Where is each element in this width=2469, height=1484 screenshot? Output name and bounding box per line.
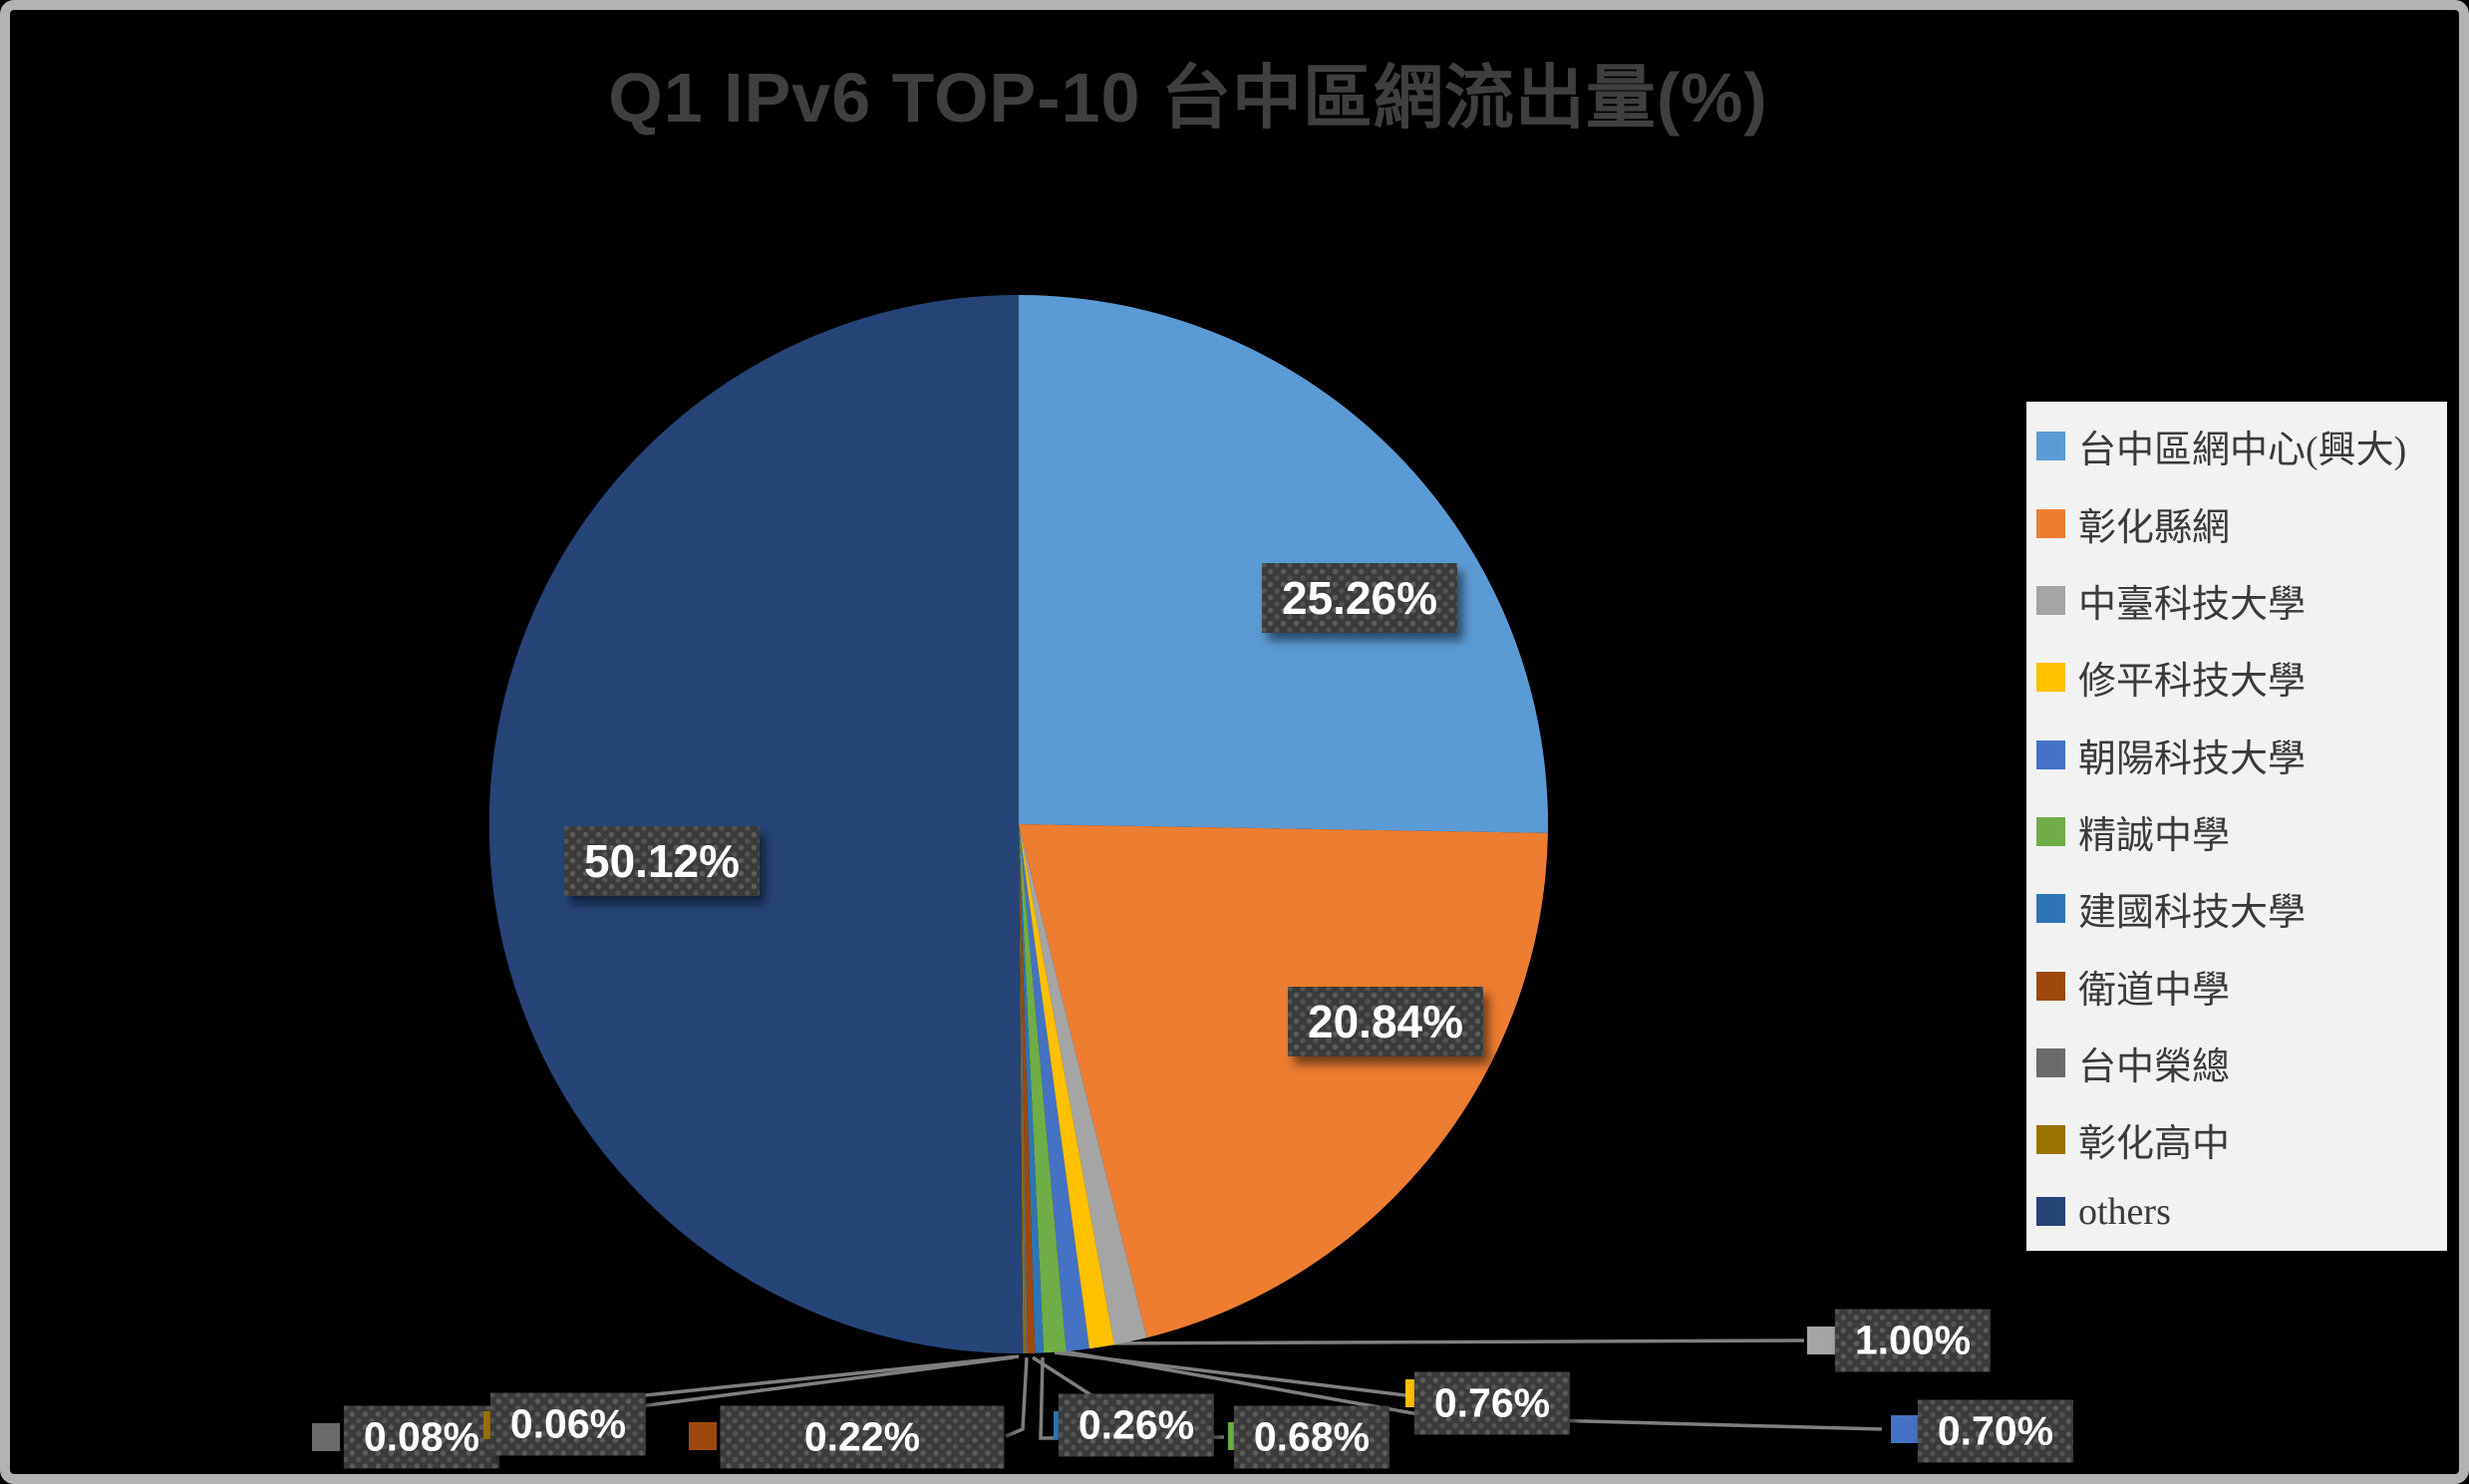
data-label: 0.76% (1414, 1372, 1570, 1435)
data-label: 0.08% (344, 1406, 499, 1469)
legend-label: others (2078, 1190, 2171, 1233)
data-label: 0.26% (1059, 1394, 1214, 1457)
legend: 台中區網中心(興大) 彰化縣網中臺科技大學 修平科技大學 朝陽科技大學 精誠中學建國科技… (2026, 402, 2447, 1251)
legend-item-7: 衛道中學 (2036, 959, 2437, 1014)
legend-label: 彰化高中 (2078, 1123, 2231, 1166)
legend-item-0: 台中區網中心(興大) (2036, 419, 2437, 473)
legend-item-1: 彰化縣網 (2036, 496, 2437, 551)
legend-swatch (2036, 585, 2065, 615)
label-marker (689, 1422, 717, 1450)
legend-swatch (2036, 1197, 2065, 1227)
legend-label: 建國科技大學 (2078, 892, 2307, 935)
legend-item-6: 建國科技大學 (2036, 881, 2437, 936)
legend-label: 彰化縣網 (2078, 506, 2231, 549)
pie-slice-1 (1019, 824, 1548, 1338)
data-label: 1.00% (1835, 1310, 1991, 1372)
legend-item-5: 精誠中學 (2036, 804, 2437, 859)
label-marker (1054, 1411, 1081, 1439)
pie-slice-0 (1019, 295, 1548, 833)
pie-slice-7 (1019, 824, 1036, 1353)
pie-slice-2 (1019, 824, 1147, 1345)
legend-swatch (2036, 740, 2065, 769)
legend-swatch (2036, 1125, 2065, 1155)
pie-slice-10 (489, 295, 1024, 1353)
legend-swatch (2036, 971, 2065, 1001)
label-marker (1405, 1379, 1433, 1407)
legend-swatch (2036, 508, 2065, 538)
label-marker (312, 1423, 340, 1451)
pie-slice-5 (1019, 824, 1067, 1353)
legend-item-8: 台中榮總 (2036, 1036, 2437, 1090)
legend-swatch (2036, 663, 2065, 693)
legend-label: 修平科技大學 (2078, 661, 2307, 704)
data-label: 25.26% (1262, 563, 1457, 633)
legend-item-4: 朝陽科技大學 (2036, 728, 2437, 782)
label-marker (483, 1411, 511, 1439)
pie-slice-9 (1019, 824, 1026, 1353)
legend-swatch (2036, 816, 2065, 846)
legend-item-10: others (2036, 1190, 2437, 1234)
pie-slice-3 (1019, 824, 1114, 1349)
legend-label: 台中榮總 (2078, 1046, 2231, 1089)
label-marker (1807, 1327, 1835, 1354)
chart-title: Q1 IPv6 TOP-10 台中區網流出量(%) (608, 59, 1768, 137)
pie-slice-4 (1019, 824, 1089, 1351)
data-label: 0.70% (1918, 1400, 2073, 1463)
pie-chart (489, 295, 1548, 1353)
legend-label: 朝陽科技大學 (2078, 738, 2307, 780)
legend-item-2: 中臺科技大學 (2036, 573, 2437, 628)
legend-item-3: 修平科技大學 (2036, 650, 2437, 705)
data-label: 50.12% (564, 826, 760, 896)
data-label: 0.22% (721, 1406, 1005, 1469)
leader-line (1090, 1338, 1805, 1345)
legend-swatch (2036, 432, 2065, 461)
legend-label: 精誠中學 (2078, 814, 2231, 857)
legend-swatch (2036, 894, 2065, 924)
legend-label: 台中區網中心(興大) (2078, 430, 2407, 472)
leader-line (625, 1354, 1020, 1399)
pie-slice-8 (1019, 824, 1029, 1353)
data-label: 0.06% (490, 1393, 646, 1456)
label-marker (1228, 1422, 1256, 1450)
pie-slice-6 (1019, 824, 1045, 1353)
label-marker (1891, 1415, 1919, 1443)
data-label: 0.68% (1234, 1406, 1389, 1469)
leader-line (1005, 1356, 1029, 1438)
legend-swatch (2036, 1048, 2065, 1078)
legend-label: 衛道中學 (2078, 969, 2231, 1012)
legend-label: 中臺科技大學 (2078, 583, 2307, 626)
legend-item-9: 彰化高中 (2036, 1112, 2437, 1167)
data-label: 20.84% (1288, 987, 1483, 1056)
